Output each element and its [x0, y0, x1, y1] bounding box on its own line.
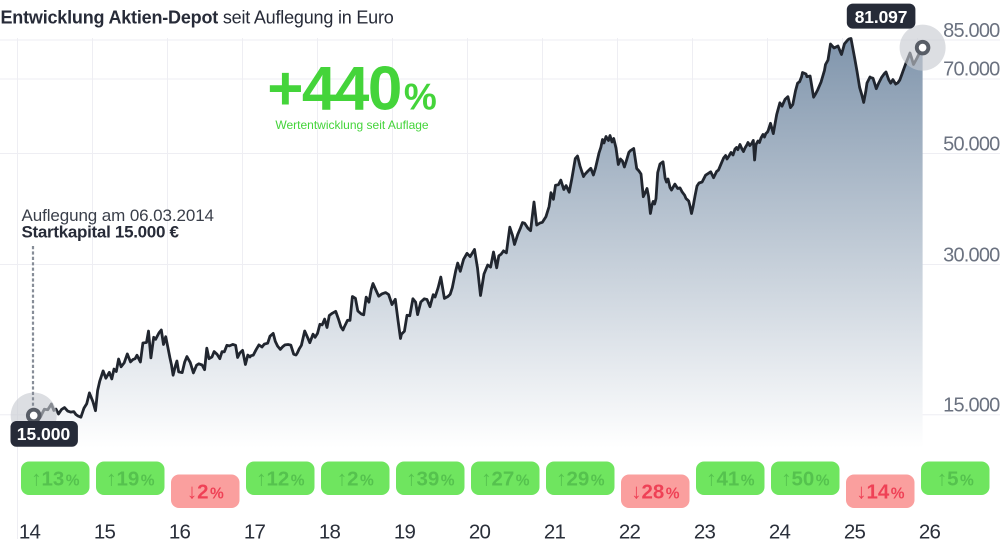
svg-text:↑5%: ↑5% [937, 468, 974, 491]
svg-text:50.000: 50.000 [943, 133, 1000, 155]
svg-text:↑29%: ↑29% [556, 468, 605, 491]
svg-text:↓14%: ↓14% [856, 481, 905, 504]
svg-text:15.000: 15.000 [17, 424, 71, 444]
svg-text:30.000: 30.000 [943, 244, 1000, 266]
svg-text:15.000: 15.000 [943, 395, 1000, 417]
svg-text:14: 14 [19, 521, 41, 539]
svg-text:26: 26 [919, 521, 941, 539]
svg-text:↓28%: ↓28% [631, 481, 680, 504]
svg-text:16: 16 [169, 521, 191, 539]
svg-text:19: 19 [394, 521, 416, 539]
svg-text:85.000: 85.000 [943, 20, 1000, 42]
svg-text:↑12%: ↑12% [256, 468, 305, 491]
svg-text:23: 23 [694, 521, 716, 539]
svg-text:↑39%: ↑39% [406, 468, 455, 491]
svg-text:18: 18 [319, 521, 341, 539]
svg-text:Entwicklung Aktien-Depot seit: Entwicklung Aktien-Depot seit Auflegung … [1, 8, 394, 28]
svg-text:↑50%: ↑50% [781, 468, 830, 491]
svg-text:15: 15 [94, 521, 116, 539]
svg-text:Auflegung am 06.03.2014: Auflegung am 06.03.2014 [22, 206, 214, 225]
svg-text:↑13%: ↑13% [31, 468, 80, 491]
svg-text:20: 20 [469, 521, 491, 539]
svg-text:24: 24 [769, 521, 791, 539]
svg-text:70.000: 70.000 [943, 58, 1000, 80]
svg-text:81.097: 81.097 [855, 7, 908, 27]
svg-text:Startkapital 15.000 €: Startkapital 15.000 € [22, 222, 180, 241]
svg-text:↓2%: ↓2% [187, 481, 224, 504]
svg-text:↑27%: ↑27% [481, 468, 530, 491]
svg-text:↑41%: ↑41% [706, 468, 755, 491]
svg-text:25: 25 [844, 521, 866, 539]
svg-text:21: 21 [544, 521, 566, 539]
svg-text:+440%: +440% [267, 55, 437, 124]
svg-text:↑19%: ↑19% [106, 468, 155, 491]
svg-text:22: 22 [619, 521, 641, 539]
svg-text:Wertentwicklung seit Auflage: Wertentwicklung seit Auflage [275, 118, 429, 132]
svg-text:↑2%: ↑2% [337, 468, 374, 491]
svg-text:17: 17 [244, 521, 266, 539]
